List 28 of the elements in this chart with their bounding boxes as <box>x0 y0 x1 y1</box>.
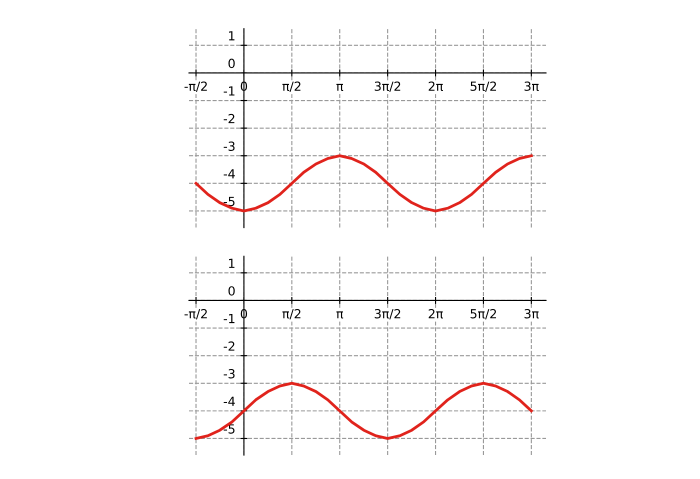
x-tick-label: -π/2 <box>184 81 207 92</box>
x-tick-label: π/2 <box>282 81 300 92</box>
x-tick-label: π/2 <box>282 308 300 320</box>
x-tick-label: 3π <box>524 81 539 91</box>
y-tick-label: 0 <box>228 286 235 296</box>
x-tick-label: 5π/2 <box>470 308 496 320</box>
y-tick-label: -1 <box>224 314 234 324</box>
x-tick-label: 2π <box>428 81 443 91</box>
y-tick-label: 1 <box>229 31 234 40</box>
x-tick-label: 2π <box>428 308 443 319</box>
y-tick-label: -1 <box>224 86 234 96</box>
x-tick-label: 3π/2 <box>374 81 400 92</box>
x-tick-label: π <box>336 84 344 91</box>
y-tick-label: -2 <box>224 114 234 124</box>
y-tick-label: -5 <box>224 196 234 206</box>
y-tick-label: -5 <box>224 424 234 434</box>
y-tick-label: -3 <box>224 141 235 151</box>
x-tick-label: 3π <box>524 308 539 319</box>
y-tick-label: -4 <box>224 169 235 178</box>
x-tick-label: -π/2 <box>184 308 207 320</box>
x-tick-label: 3π/2 <box>374 308 400 320</box>
y-tick-label: -2 <box>224 341 234 351</box>
y-tick-label: 0 <box>228 58 235 68</box>
y-tick-label: 1 <box>229 258 234 268</box>
y-tick-label: -4 <box>224 396 235 406</box>
x-tick-label: π <box>336 311 344 319</box>
y-tick-label: -3 <box>224 369 235 378</box>
x-tick-label: 5π/2 <box>470 81 496 92</box>
